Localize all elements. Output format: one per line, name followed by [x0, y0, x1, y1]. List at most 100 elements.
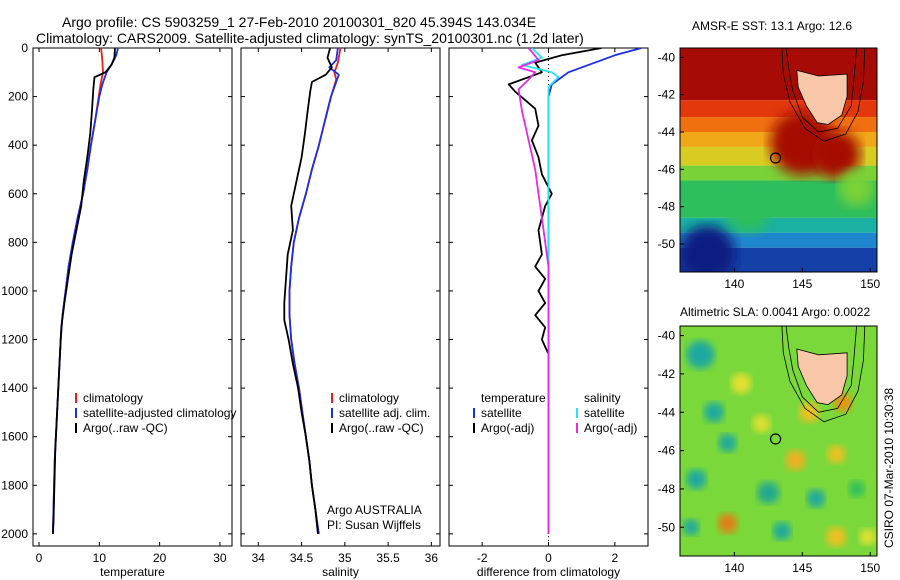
sla-frame	[679, 325, 878, 557]
difference-legend-salinity-label: salinity	[584, 391, 621, 405]
sla-blob	[703, 402, 724, 423]
sla-field	[680, 326, 877, 556]
x-tick-label: 30	[213, 551, 227, 565]
sla-blob	[717, 513, 738, 534]
sst-field	[680, 48, 877, 272]
sla-blob	[757, 481, 780, 504]
x-axis-label: difference from climatology	[477, 565, 620, 579]
y-tick-label: -50	[658, 237, 676, 251]
y-tick-label: 0	[21, 41, 28, 55]
argo-float-marker	[769, 433, 782, 445]
sla-blob	[827, 445, 846, 464]
temperature-legend-label: Argo(..raw -QC)	[83, 421, 168, 435]
temperature-legend-label: satellite-adjusted climatology	[83, 406, 236, 420]
y-tick-label: -44	[658, 125, 676, 139]
sst-band	[680, 100, 877, 118]
difference-profile-series	[507, 48, 642, 534]
figure-title-line2: Climatology: CARS2009. Satellite-adjuste…	[36, 30, 584, 46]
y-tick-label: 1600	[1, 430, 28, 444]
x-axis-label: temperature	[100, 565, 165, 579]
x-tick-label: 145	[792, 561, 812, 575]
series-line-argo-raw-qc-	[52, 48, 116, 534]
tasmania-land	[796, 348, 848, 406]
salinity-profile-panel: 34 34.5 35 35.5 36 salinity	[240, 47, 441, 579]
y-tick-label: -46	[658, 162, 676, 176]
x-tick-label: 145	[792, 277, 812, 291]
temperature-profile-panel: 0 10 20 30 temperature 0 200 400 600 800 1000 1200 1…	[1, 41, 233, 579]
x-tick-label: 35	[338, 551, 352, 565]
y-tick-label: 400	[8, 138, 28, 152]
sla-blob	[772, 522, 791, 541]
series-line-argo-raw-qc-	[283, 48, 333, 534]
salinity-annotation: PI: Susan Wijffels	[327, 518, 421, 532]
x-tick-label: 34.5	[290, 551, 314, 565]
x-axis-label: salinity	[322, 565, 359, 579]
y-tick-label: 1200	[1, 333, 28, 347]
y-tick-label: 1000	[1, 284, 28, 298]
sst-map-title: AMSR-E SST: 13.1 Argo: 12.6	[692, 19, 853, 33]
sla-blob	[731, 373, 752, 394]
sst-blob	[812, 130, 861, 179]
sst-blob	[838, 170, 875, 206]
depth-contour	[785, 48, 857, 133]
x-tick-label: 0	[545, 551, 552, 565]
x-tick-label: 0	[36, 551, 43, 565]
legends: climatology satellite-adjusted climatolog…	[75, 391, 637, 532]
salinity-legend-label: satellite adj. clim.	[339, 406, 430, 420]
x-tick-label: 36	[425, 551, 439, 565]
y-tick-label: -42	[658, 367, 676, 381]
difference-legend-temperature-label: temperature	[481, 391, 546, 405]
sla-blob	[806, 489, 825, 508]
sst-blob	[725, 188, 770, 233]
tasmania-land	[796, 69, 848, 125]
argo-float-marker	[769, 152, 782, 164]
sla-map-title: Altimetric SLA: 0.0041 Argo: 0.0022	[680, 305, 871, 319]
y-tick-label: 2000	[1, 527, 28, 541]
x-tick-label: 150	[860, 277, 880, 291]
salinity-profile-frame	[240, 47, 441, 547]
sla-map-panel: 140 145 150 -40 -42 -44 -46 -48 -50	[658, 325, 881, 575]
depth-contour	[785, 326, 857, 413]
y-tick-label: 1400	[1, 381, 28, 395]
x-tick-label: 2	[611, 551, 618, 565]
x-tick-label: 140	[724, 561, 744, 575]
x-tick-label: 20	[153, 551, 167, 565]
y-tick-label: 1800	[1, 478, 28, 492]
y-tick-label: 600	[8, 187, 28, 201]
salinity-annotation: Argo AUSTRALIA	[327, 503, 422, 517]
x-tick-label: 140	[724, 277, 744, 291]
x-tick-label: 150	[860, 561, 880, 575]
y-tick-label: -46	[658, 444, 676, 458]
sla-blob	[826, 526, 847, 547]
sla-blob	[785, 450, 806, 471]
salinity-legend-label: climatology	[339, 391, 399, 405]
sla-blob	[682, 519, 699, 536]
sst-map-panel: 140 145 150 -40 -42 -44 -46 -48 -50	[658, 47, 881, 291]
sla-blob	[718, 433, 737, 452]
temperature-profile-series	[52, 48, 119, 534]
depth-contour	[781, 326, 866, 423]
figure-title-line1: Argo profile: CS 5903259_1 27-Feb-2010 2…	[62, 14, 537, 30]
y-tick-label: -42	[658, 88, 676, 102]
y-tick-label: 800	[8, 235, 28, 249]
x-tick-label: -2	[477, 551, 488, 565]
sla-blob	[848, 480, 865, 497]
profile-axes: 0 10 20 30temperature0200400600800100012001…	[1, 41, 649, 579]
series-line-salinity-satellite	[521, 48, 560, 534]
y-tick-label: -50	[658, 520, 676, 534]
sla-blob	[799, 402, 820, 423]
sla-blob	[859, 528, 876, 545]
y-tick-label: -48	[658, 482, 676, 496]
y-tick-label: 200	[8, 90, 28, 104]
y-tick-label: -40	[658, 50, 676, 64]
difference-legend-salinity-label: satellite	[584, 406, 625, 420]
sst-frame	[679, 47, 878, 273]
x-tick-label: 10	[93, 551, 107, 565]
y-tick-label: -44	[658, 405, 676, 419]
depth-contour	[781, 48, 866, 142]
y-tick-label: -40	[658, 329, 676, 343]
salinity-legend-label: Argo(..raw -QC)	[339, 421, 424, 435]
difference-legend-temperature-label: Argo(-adj)	[481, 421, 534, 435]
